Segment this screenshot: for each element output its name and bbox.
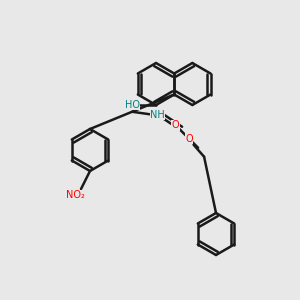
Text: O: O	[185, 134, 193, 144]
Text: NO₂: NO₂	[66, 190, 84, 200]
Text: HO: HO	[124, 100, 140, 110]
Text: NH: NH	[150, 110, 165, 120]
Text: O: O	[172, 120, 179, 130]
